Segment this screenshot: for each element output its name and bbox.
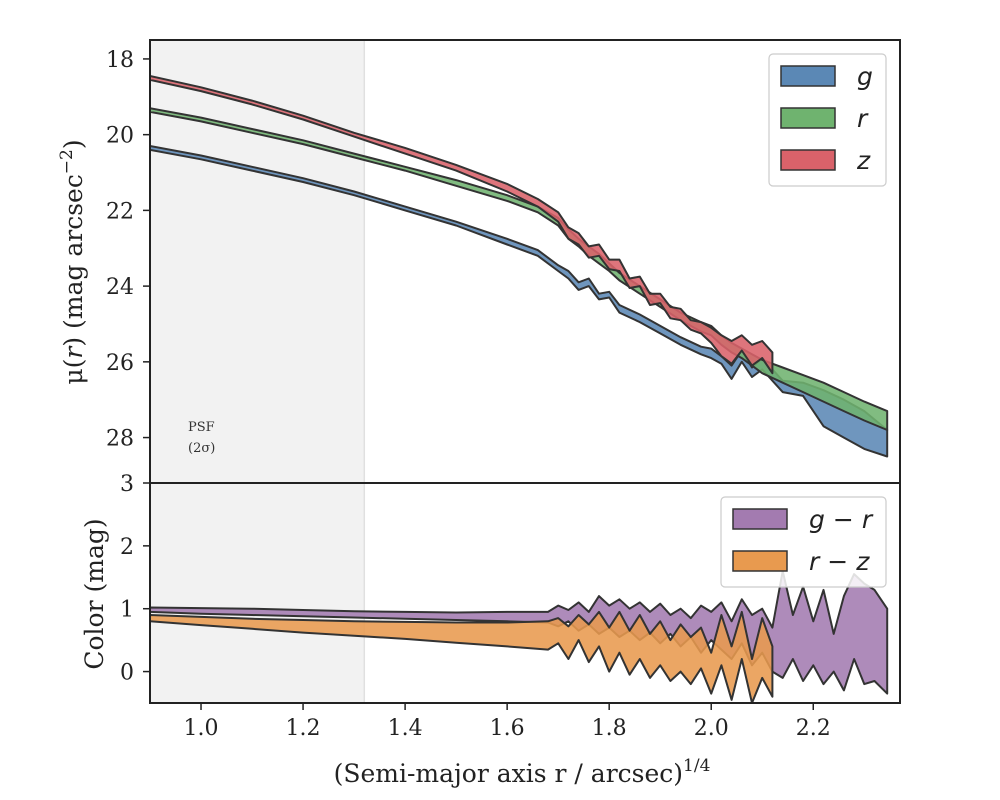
x-tick-label: 1.4 — [388, 716, 423, 741]
ylabel-suffix: ) (mag arcsec — [59, 174, 88, 347]
legend-label: z — [856, 146, 871, 175]
top-y-tick-label: 24 — [106, 275, 134, 300]
legend-label: r — [857, 104, 869, 133]
legend-top: grz — [768, 53, 887, 187]
x-tick-label: 1.0 — [184, 716, 219, 741]
top-y-tick-label: 20 — [106, 124, 134, 149]
legend-swatch — [732, 550, 788, 572]
bottom-y-axis-title: Color (mag) — [80, 518, 109, 669]
legend-swatch — [732, 508, 788, 530]
top-y-axis-title: μ(r) (mag arcsec−2) — [57, 139, 88, 384]
bottom-y-tick-label: 1 — [120, 598, 134, 623]
xlabel-sup: 1/4 — [683, 756, 710, 776]
top-y-tick-label: 26 — [106, 351, 134, 376]
psf-region-bottom — [150, 483, 365, 703]
band-color-1 — [150, 610, 774, 703]
x-axis-title: (Semi-major axis r / arcsec)1/4 — [334, 756, 711, 788]
axis-ticks: 1.0 1.2 1.4 1.6 1.8 2.0 2.2 18 20 22 24 26 28 0 1 2 3 — [106, 48, 831, 741]
x-tick-label: 1.2 — [286, 716, 321, 741]
band-surface-brightness-2 — [150, 75, 774, 375]
bottom-y-tick-label: 0 — [120, 661, 134, 686]
psf-label-line2: (2σ) — [188, 441, 215, 456]
xlabel-base: (Semi-major axis r / arcsec) — [334, 759, 683, 788]
legend-label: g − r — [809, 505, 874, 534]
ylabel-close: ) — [59, 139, 88, 149]
bottom-y-tick-label: 2 — [120, 535, 134, 560]
legend-bottom: g − r r − z — [720, 496, 887, 588]
ylabel-sup: −2 — [57, 149, 77, 174]
psf-label-line1: PSF — [188, 420, 215, 435]
x-tick-label: 1.8 — [592, 716, 627, 741]
bottom-y-tick-label: 3 — [120, 472, 134, 497]
legend-swatch — [780, 65, 836, 87]
top-y-tick-label: 22 — [106, 199, 134, 224]
x-tick-label: 1.6 — [490, 716, 525, 741]
top-y-tick-label: 18 — [106, 48, 134, 73]
legend-swatch — [780, 149, 836, 171]
legend-swatch — [780, 107, 836, 129]
x-tick-label: 2.2 — [796, 716, 831, 741]
x-tick-label: 2.0 — [694, 716, 729, 741]
bottom-axes-frame — [149, 482, 901, 704]
top-y-tick-label: 28 — [106, 427, 134, 452]
surface-brightness-bands — [150, 75, 889, 458]
band-surface-brightness-0 — [150, 145, 889, 458]
legend-label: g — [857, 62, 873, 91]
legend-label: r − z — [809, 547, 870, 576]
ylabel-prefix: μ( — [59, 359, 88, 385]
color-bands — [150, 570, 889, 703]
ylabel-var: r — [59, 345, 88, 359]
